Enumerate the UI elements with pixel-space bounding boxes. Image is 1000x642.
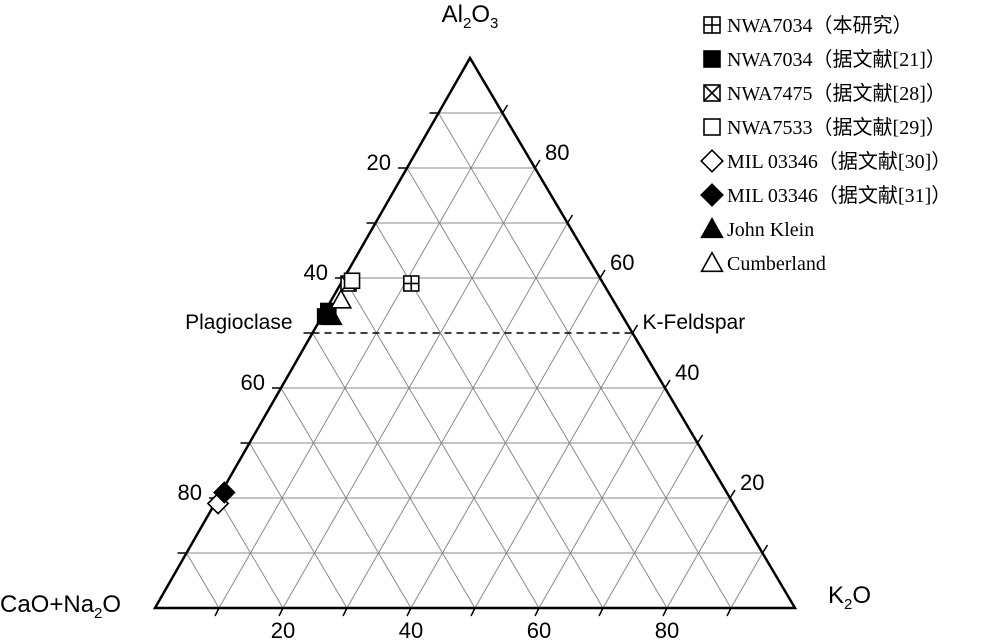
- grid-line: [730, 552, 763, 609]
- grid-line: [186, 552, 220, 609]
- grid-line: [602, 442, 698, 609]
- bottom-tick: [214, 607, 220, 617]
- bottom-tick: [598, 607, 604, 617]
- right-tick-label: 60: [610, 250, 634, 275]
- legend-label: NWA7034（本研究）: [727, 14, 913, 37]
- legend-label: John Klein: [727, 219, 814, 241]
- legend-marker: [703, 118, 721, 136]
- left-tick-label: 20: [367, 150, 391, 175]
- right-tick-label: 40: [675, 360, 699, 385]
- data-points: [206, 272, 420, 515]
- grid-line: [312, 332, 476, 609]
- legend-marker: [700, 183, 724, 207]
- grid-line: [217, 497, 284, 609]
- grid-lines: [186, 112, 763, 609]
- legend-marker-x2: [703, 84, 721, 102]
- right-tick: [729, 489, 736, 499]
- grid-line: [666, 497, 731, 609]
- bottom-tick-label: 20: [271, 618, 295, 642]
- bottom-tick-label: 40: [399, 618, 423, 642]
- legend-label: MIL 03346（据文献[30]）: [727, 150, 951, 173]
- region-label-plagioclase: Plagioclase: [185, 311, 292, 334]
- bottom-tick: [278, 607, 284, 617]
- legend-marker: [703, 50, 721, 68]
- bottom-tick: [662, 607, 668, 617]
- apex-label-al2o3: Al2O3: [442, 1, 499, 32]
- right-tick: [599, 269, 606, 279]
- legend-label: NWA7034（据文献[21]）: [727, 48, 946, 71]
- grid-line: [346, 222, 568, 609]
- bottom-tick: [534, 607, 540, 617]
- right-tick: [566, 214, 574, 224]
- region-label-kfeldspar: K-Feldspar: [643, 311, 746, 334]
- bottom-tick-label: 60: [527, 618, 551, 642]
- bottom-tick: [470, 607, 476, 617]
- legend-label: Cumberland: [727, 253, 826, 275]
- legend-label: NWA7533（据文献[29]）: [727, 116, 946, 139]
- grid-line: [538, 387, 666, 609]
- right-tick-label: 80: [545, 140, 569, 165]
- legend: NWA7034（本研究） NWA7034（据文献[21]） NWA7475（据文献[…: [700, 14, 951, 275]
- apex-label-k2o: K2O: [828, 582, 871, 613]
- legend-label: NWA7475（据文献[28]）: [727, 82, 946, 105]
- right-tick-label: 20: [740, 470, 764, 495]
- data-point: [320, 305, 343, 326]
- grid-line: [280, 387, 412, 609]
- bottom-tick-label: 80: [655, 618, 679, 642]
- left-tick-label: 80: [178, 480, 202, 505]
- right-tick: [761, 544, 769, 554]
- right-tick: [631, 324, 639, 334]
- grid-line: [474, 332, 633, 609]
- legend-marker: [700, 250, 724, 273]
- apex-label-cao-na2o: CaO+Na2O: [0, 591, 121, 622]
- data-point: [213, 481, 236, 504]
- data-point: [329, 288, 353, 309]
- bottom-tick: [342, 607, 348, 617]
- left-tick-label: 40: [304, 260, 328, 285]
- right-tick: [696, 434, 704, 444]
- legend-label: MIL 03346（据文献[31]）: [727, 184, 951, 207]
- axis-labels: 20 40 60 80 20 40 60 80 20 40 60 80 Al2O3 CaO+Na2O K2O…: [0, 1, 871, 642]
- legend-marker: [700, 216, 724, 239]
- bottom-tick: [726, 607, 732, 617]
- tick-marks: [177, 104, 769, 617]
- grid-line: [438, 112, 732, 609]
- grid-line: [249, 442, 348, 609]
- bottom-tick: [406, 607, 412, 617]
- right-tick: [664, 379, 671, 389]
- legend-marker: [700, 149, 724, 173]
- left-tick-label: 60: [241, 370, 265, 395]
- grid-line: [218, 112, 503, 609]
- right-tick: [501, 104, 509, 114]
- data-point: [343, 272, 361, 290]
- right-tick: [534, 159, 541, 169]
